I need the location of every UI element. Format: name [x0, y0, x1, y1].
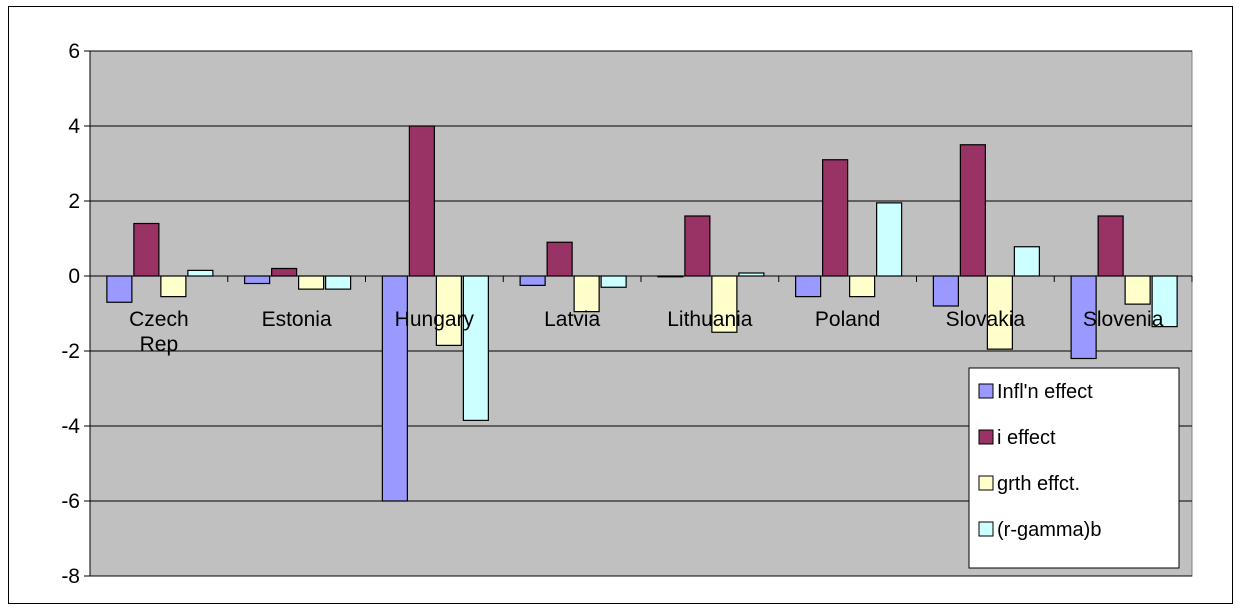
- x-category-label: Lithuania: [667, 308, 753, 331]
- bar: [849, 275, 876, 298]
- bar: [244, 275, 271, 285]
- bar: [600, 275, 627, 288]
- bar: [106, 275, 133, 303]
- bar: [1151, 275, 1178, 328]
- bar: [1124, 275, 1151, 305]
- bar: [435, 275, 462, 346]
- y-tick-label: 6: [68, 40, 80, 63]
- bar-chart: 6 4 2 0 -2 -4 -6 -8 Czech Rep Estonia Hungary Latvia…: [61, 40, 1193, 588]
- bar: [133, 222, 160, 277]
- bar: [187, 269, 214, 277]
- bar: [1097, 215, 1124, 277]
- x-category-label: Slovenia: [1083, 308, 1164, 331]
- bar: [932, 275, 959, 307]
- bar: [519, 275, 546, 286]
- y-tick-label: 0: [68, 265, 80, 288]
- legend-label: (r-gamma)b: [997, 519, 1101, 541]
- bar: [959, 144, 986, 277]
- y-tick-label: -2: [61, 340, 80, 363]
- legend-swatch: [978, 429, 994, 445]
- legend-label: Infl'n effect: [997, 381, 1093, 403]
- y-tick-label: 2: [68, 190, 80, 213]
- bar: [462, 275, 489, 421]
- legend-label: grth effct.: [997, 473, 1080, 495]
- legend-swatch: [978, 475, 994, 491]
- legend-box: [968, 367, 1180, 569]
- bar: [546, 241, 573, 277]
- y-tick-label: 4: [68, 115, 80, 138]
- x-category-label: Latvia: [544, 308, 600, 331]
- bar: [408, 125, 435, 277]
- bar: [876, 202, 903, 277]
- chart-frame: 6 4 2 0 -2 -4 -6 -8 Czech Rep Estonia Hungary Latvia…: [8, 6, 1233, 604]
- bar: [986, 275, 1013, 350]
- bar: [684, 215, 711, 277]
- bar: [325, 275, 352, 290]
- x-category-label: Hungary: [395, 308, 475, 331]
- x-category-label: Estonia: [262, 308, 332, 331]
- bar: [1013, 246, 1040, 277]
- bar: [822, 159, 849, 277]
- x-category-label: Slovakia: [946, 308, 1026, 331]
- legend-swatch: [978, 383, 994, 399]
- bar: [160, 275, 187, 298]
- y-tick-label: -8: [61, 565, 80, 588]
- bar: [573, 275, 600, 313]
- bar: [271, 267, 298, 277]
- y-tick-label: -6: [61, 490, 80, 513]
- bar: [795, 275, 822, 298]
- legend-label: i effect: [997, 427, 1056, 449]
- y-tick-label: -4: [61, 415, 80, 438]
- bar: [711, 275, 738, 333]
- bar: [298, 275, 325, 290]
- legend: Infl'n effect i effect grth effct. (r-gamma…: [968, 367, 1180, 569]
- legend-swatch: [978, 521, 994, 537]
- axes: 6 4 2 0 -2 -4 -6 -8 Czech Rep Estonia Hungary Latvia…: [61, 40, 1193, 588]
- x-category-label: Czech Rep: [129, 308, 189, 356]
- x-category-label: Poland: [815, 308, 880, 331]
